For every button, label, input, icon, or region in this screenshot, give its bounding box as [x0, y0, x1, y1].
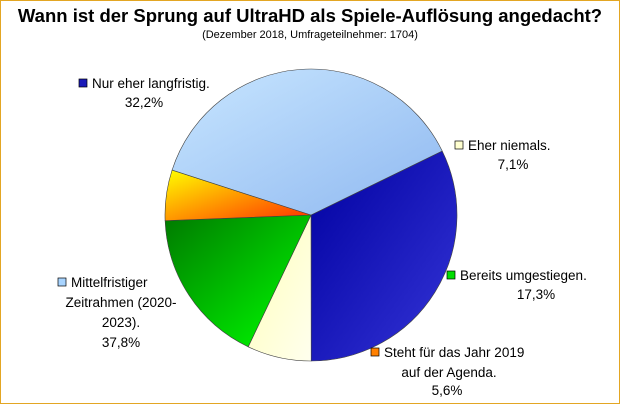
chart-title: Wann ist der Sprung auf UltraHD als Spie…: [17, 5, 603, 26]
pie-slice-5: [171, 68, 443, 216]
slice-label-5: Zeitrahmen (2020-: [65, 295, 176, 310]
slice-label-swatch-1: [78, 78, 88, 88]
chart-subtitle: (Dezember 2018, Umfrageteilnehmer: 1704): [202, 29, 418, 41]
slice-value-1: 32,2%: [125, 95, 163, 110]
pie-slice-1: [310, 150, 458, 362]
slice-label-swatch-3: [446, 270, 456, 280]
slice-label-1: Nur eher langfristig.: [92, 76, 210, 91]
slice-value-5: 37,8%: [102, 335, 140, 350]
slice-value-3: 17,3%: [517, 287, 555, 302]
slice-label-swatch-2: [454, 140, 464, 150]
slice-label-2: Eher niemals.: [468, 138, 551, 153]
slice-label-3: Bereits umgestiegen.: [460, 268, 587, 283]
slice-value-2: 7,1%: [498, 157, 529, 172]
slice-label-4: auf der Agenda.: [401, 365, 496, 380]
slice-label-5: Mittelfristiger: [71, 275, 148, 290]
slice-label-4: Steht für das Jahr 2019: [384, 345, 524, 360]
slice-label-swatch-4: [370, 347, 380, 357]
slice-value-4: 5,6%: [432, 383, 463, 398]
pie-slice-3: [164, 214, 312, 348]
slice-label-swatch-5: [57, 277, 67, 287]
slice-label-5: 2023).: [102, 315, 140, 330]
